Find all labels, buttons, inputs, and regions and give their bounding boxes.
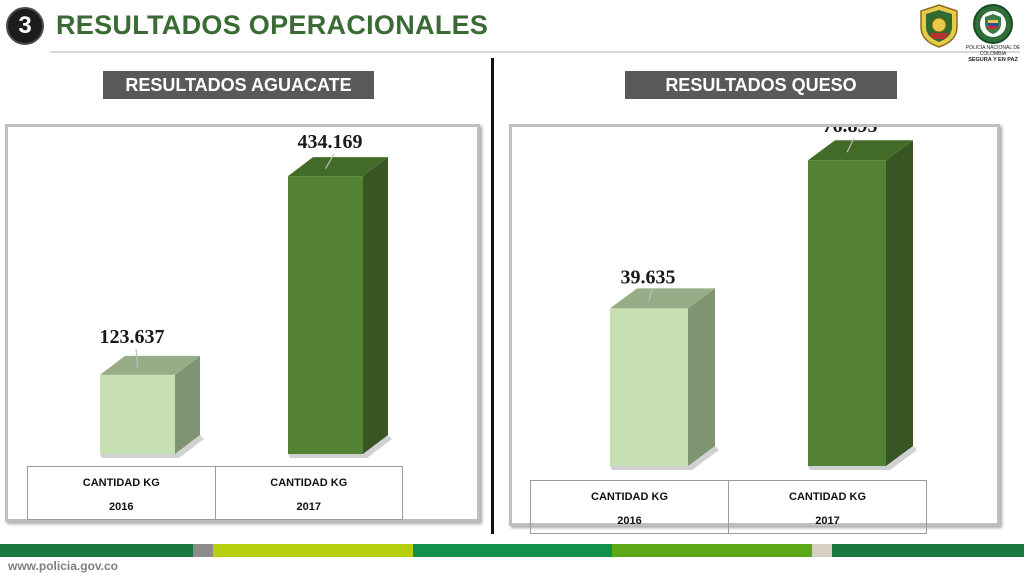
vertical-divider bbox=[491, 58, 494, 534]
police-crest-logo bbox=[920, 4, 958, 48]
category-label: CANTIDAD KG bbox=[270, 477, 348, 489]
category-label: CANTIDAD KG bbox=[789, 491, 866, 503]
bar-top-face bbox=[808, 140, 913, 161]
value-label-2016: 123.637 bbox=[100, 326, 165, 348]
footer-stripe-segment bbox=[0, 544, 193, 557]
bar-shadow bbox=[808, 446, 917, 470]
category-year: 2017 bbox=[815, 515, 840, 527]
footer-stripe-segment bbox=[213, 544, 413, 557]
value-label-2017: 434.169 bbox=[298, 131, 363, 153]
bar-front-face bbox=[288, 176, 363, 454]
logo-caption-bottom: SEGURA Y EN PAZ bbox=[968, 57, 1018, 63]
category-label: CANTIDAD KG bbox=[82, 477, 160, 489]
bar-side-face bbox=[886, 140, 913, 466]
logo-caption: POLICÍA NACIONAL DE COLOMBIA SEGURA Y EN… bbox=[962, 45, 1024, 63]
bar-2016 bbox=[100, 355, 204, 458]
value-leader-line bbox=[135, 348, 139, 368]
logo-caption-top: POLICÍA NACIONAL DE COLOMBIA bbox=[965, 45, 1021, 57]
bar-chart-queso: 39.635 76.895 bbox=[610, 127, 917, 470]
bar-2016 bbox=[610, 288, 719, 470]
category-label: CANTIDAD KG bbox=[591, 491, 668, 503]
footer-url-link[interactable]: www.policia.gov.co bbox=[8, 559, 119, 573]
chart-title-aguacate: RESULTADOS AGUACATE bbox=[103, 71, 374, 99]
page-title: RESULTADOS OPERACIONALES bbox=[56, 10, 489, 40]
bar-2017 bbox=[808, 140, 917, 470]
value-leader-line bbox=[846, 137, 855, 153]
bar-top-face bbox=[288, 157, 388, 177]
value-leader-line bbox=[648, 289, 653, 301]
police-shield-logo bbox=[973, 4, 1013, 44]
category-year: 2016 bbox=[617, 515, 642, 527]
bar-side-face bbox=[688, 288, 715, 466]
chart-panel-aguacate: 123.637 434.169 CANTIDAD KG 2016 CANTIDAD… bbox=[5, 124, 480, 522]
bar-shadow bbox=[100, 435, 204, 458]
title-underline bbox=[50, 51, 1020, 53]
bar-front-face bbox=[610, 308, 688, 466]
bar-top-face bbox=[100, 355, 200, 375]
category-cell-2016: CANTIDAD KG 2016 bbox=[530, 480, 729, 534]
bar-2017 bbox=[288, 157, 392, 458]
category-cell-2017: CANTIDAD KG 2017 bbox=[728, 480, 927, 534]
category-table-queso: CANTIDAD KG 2016 CANTIDAD KG 2017 bbox=[530, 480, 927, 534]
bar-chart-aguacate: 123.637 434.169 bbox=[100, 131, 392, 458]
bar-front-face bbox=[808, 160, 886, 466]
footer-stripe-segment bbox=[193, 544, 213, 557]
footer-stripe-segment bbox=[832, 544, 1024, 557]
section-number-badge: 3 bbox=[6, 7, 44, 45]
footer-stripe-segment bbox=[812, 544, 832, 557]
chart-title-queso: RESULTADOS QUESO bbox=[625, 71, 897, 99]
bar-side-face bbox=[175, 355, 200, 454]
footer-color-stripe bbox=[0, 544, 1024, 557]
bar-top-face bbox=[610, 288, 715, 309]
bar-front-face bbox=[100, 374, 175, 454]
chart-panel-queso: 39.635 76.895 CANTIDAD KG 2016 CANTIDAD K… bbox=[509, 124, 1000, 534]
category-year: 2017 bbox=[296, 501, 321, 513]
category-year: 2016 bbox=[109, 501, 134, 513]
category-table-aguacate: CANTIDAD KG 2016 CANTIDAD KG 2017 bbox=[27, 466, 403, 520]
category-cell-2016: CANTIDAD KG 2016 bbox=[27, 466, 216, 520]
bar-shadow bbox=[610, 446, 719, 470]
value-leader-line bbox=[324, 153, 335, 169]
bar-side-face bbox=[363, 157, 388, 454]
bar-shadow bbox=[288, 435, 392, 458]
value-label-2016: 39.635 bbox=[621, 266, 676, 288]
value-label-2017: 76.895 bbox=[823, 127, 878, 137]
footer-stripe-segment bbox=[612, 544, 812, 557]
footer-stripe-segment bbox=[413, 544, 612, 557]
category-cell-2017: CANTIDAD KG 2017 bbox=[214, 466, 403, 520]
